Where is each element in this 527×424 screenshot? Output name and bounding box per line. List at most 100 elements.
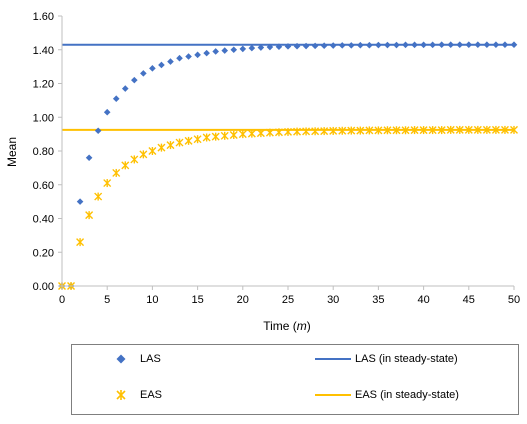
eas-point <box>446 125 455 134</box>
las-point <box>384 41 391 49</box>
legend-label-las: LAS <box>140 353 161 365</box>
steady-state-lines <box>62 43 514 131</box>
eas-point <box>274 128 283 137</box>
axes <box>58 15 515 290</box>
las-point <box>212 48 219 55</box>
eas-point <box>229 130 238 139</box>
y-tick-label: 0.80 <box>33 146 54 158</box>
legend-entry-las-steady: LAS (in steady-state) <box>315 353 458 365</box>
eas-point <box>311 127 320 136</box>
las-point <box>230 46 238 54</box>
eas-point <box>76 238 85 247</box>
las-point <box>375 41 382 49</box>
eas-point <box>419 126 428 135</box>
y-tick-label: 1.20 <box>33 79 54 91</box>
x-tick-label: 20 <box>237 294 249 306</box>
eas-point <box>491 125 500 134</box>
las-point <box>402 41 409 49</box>
legend-entry-eas: EAS <box>116 389 162 401</box>
las-point <box>284 43 292 50</box>
las-point <box>275 43 283 51</box>
eas-point <box>365 126 374 135</box>
las-point <box>456 41 464 48</box>
eas-point <box>473 125 482 134</box>
eas-point <box>428 126 437 135</box>
x-tick-label: 40 <box>417 294 429 306</box>
las-point <box>438 41 445 48</box>
eas-point <box>148 147 157 155</box>
eas-point <box>293 127 302 136</box>
legend: LAS EAS LAS (in steady-state) EAS (in st… <box>71 344 519 415</box>
eas-point <box>202 133 211 142</box>
eas-point <box>166 141 175 150</box>
legend-entry-las: LAS <box>116 353 161 365</box>
eas-point <box>455 125 464 134</box>
x-axis-label-var: m <box>297 319 307 333</box>
eas-point <box>392 126 401 135</box>
las-point <box>85 154 93 162</box>
las-point <box>501 41 509 48</box>
las-point <box>329 42 337 49</box>
las-point <box>302 42 310 50</box>
eas-point <box>374 126 383 135</box>
las-point <box>185 53 192 60</box>
las-point <box>474 41 482 48</box>
eas-point <box>500 125 509 134</box>
las-point <box>103 108 111 116</box>
eas-point <box>157 143 166 152</box>
tick-labels: 0.00 0.20 0.40 0.60 0.80 1.00 1.20 1.40 1.60 0 5 10… <box>33 11 521 306</box>
x-tick-label: 15 <box>191 294 203 306</box>
las-point <box>248 44 256 52</box>
eas-point <box>211 132 220 141</box>
legend-label-las-steady: LAS (in steady-state) <box>355 353 458 365</box>
y-tick-label: 1.40 <box>33 45 54 57</box>
eas-point <box>347 126 356 135</box>
eas-point <box>338 126 347 135</box>
x-tick-label: 10 <box>146 294 158 306</box>
eas-point <box>482 125 491 134</box>
eas-point <box>356 126 365 135</box>
las-point <box>447 41 455 48</box>
eas-point <box>121 161 130 170</box>
eas-point <box>193 135 202 144</box>
y-tick-label: 0.40 <box>33 214 54 226</box>
data-markers <box>58 41 518 290</box>
eas-point <box>130 155 139 164</box>
eas-point <box>220 131 229 140</box>
las-point <box>366 41 373 49</box>
las-point <box>510 41 518 48</box>
eas-point <box>284 127 292 136</box>
y-tick-label: 1.00 <box>33 112 54 124</box>
las-point <box>149 65 156 72</box>
eas-point <box>464 125 473 134</box>
las-point <box>121 85 129 92</box>
y-tick-label: 0.00 <box>33 281 54 293</box>
las-point <box>131 76 138 84</box>
chart: 0.00 0.20 0.40 0.60 0.80 1.00 1.20 1.40 1.60 0 5 10… <box>5 11 521 333</box>
legend-label-eas-steady: EAS (in steady-state) <box>355 389 459 401</box>
las-point <box>429 41 436 49</box>
las-point <box>347 42 355 49</box>
las-point <box>176 54 183 62</box>
eas-point <box>401 126 410 135</box>
las-point <box>257 44 265 51</box>
las-point <box>311 42 319 50</box>
y-tick-label: 0.20 <box>33 247 54 259</box>
x-tick-label: 30 <box>327 294 339 306</box>
eas-point <box>329 126 338 135</box>
eas-point <box>94 192 103 201</box>
las-point <box>266 43 274 51</box>
las-point <box>465 41 473 48</box>
x-tick-label: 5 <box>104 294 110 306</box>
las-point <box>357 41 364 49</box>
eas-point <box>320 127 329 136</box>
las-point <box>221 47 229 54</box>
legend-marker-las <box>116 354 126 364</box>
las-point <box>167 58 174 65</box>
x-tick-label: 45 <box>463 294 475 306</box>
x-axis-label-suffix: ) <box>307 319 311 333</box>
y-tick-label: 1.60 <box>33 11 54 23</box>
eas-point <box>383 126 392 135</box>
eas-point <box>437 126 446 135</box>
las-point <box>483 41 491 48</box>
